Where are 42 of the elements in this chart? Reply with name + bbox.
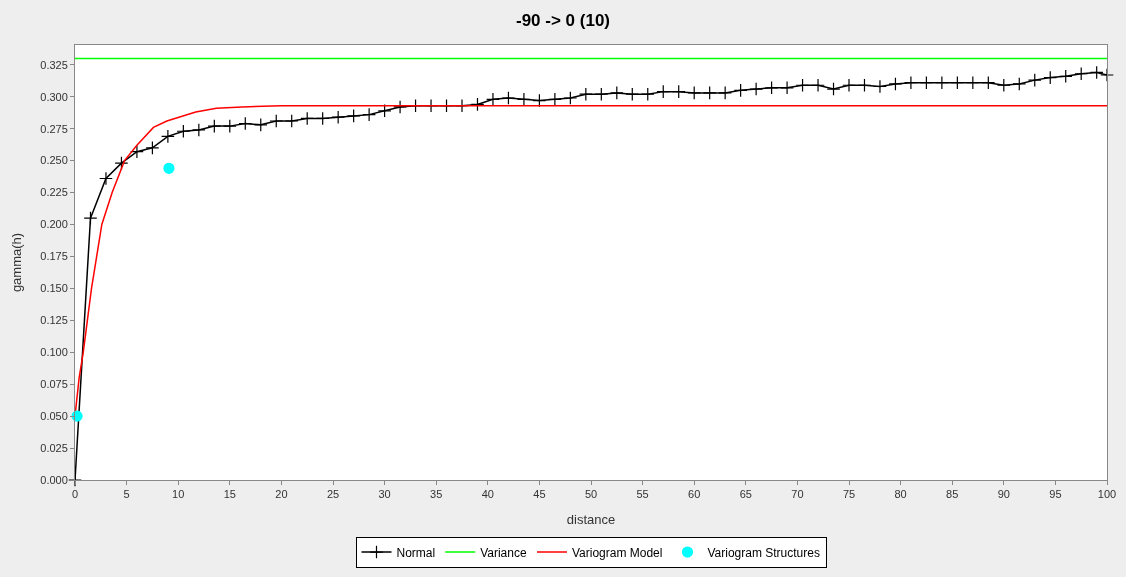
x-tick-label: 35: [430, 488, 443, 501]
x-tick-label: 100: [1097, 488, 1117, 501]
y-tick-label: 0.175: [40, 250, 68, 263]
y-tick-label: 0.050: [40, 409, 68, 422]
y-tick-label: 0.025: [40, 441, 68, 454]
x-tick-label: 70: [791, 488, 804, 501]
y-tick-label: 0.200: [40, 218, 68, 231]
y-axis-title: gamma(h): [9, 232, 25, 293]
y-tick-label: 0.150: [40, 282, 68, 295]
x-tick-label: 15: [223, 488, 236, 501]
x-tick-label: 30: [378, 488, 391, 501]
x-tick-label: 5: [123, 488, 130, 501]
legend-label: Variance: [480, 545, 527, 560]
x-tick-label: 45: [533, 488, 546, 501]
x-tick-label: 65: [739, 488, 752, 501]
legend-label: Variogram Model: [571, 545, 663, 560]
y-tick-label: 0.225: [40, 186, 68, 199]
y-tick-label: 0.125: [40, 314, 68, 327]
x-axis-title: distance: [566, 511, 616, 527]
y-tick-label: 0.075: [40, 378, 68, 391]
legend-label: Normal: [396, 545, 436, 560]
x-tick-label: 40: [481, 488, 494, 501]
x-tick-label: 50: [584, 488, 598, 501]
x-tick-label: 60: [688, 488, 701, 501]
y-tick-label: 0.300: [40, 90, 68, 103]
x-tick-label: 90: [997, 488, 1010, 501]
x-tick-label: 75: [842, 488, 856, 501]
x-tick-label: 25: [326, 488, 340, 501]
y-tick-label: 0.250: [40, 154, 68, 167]
x-tick-label: 95: [1049, 488, 1062, 501]
x-tick-label: 85: [946, 488, 959, 501]
y-tick-label: 0.275: [40, 122, 68, 135]
x-tick-label: 10: [172, 488, 185, 501]
x-tick-label: 20: [275, 488, 288, 501]
x-tick-label: 55: [636, 488, 649, 501]
y-tick-label: 0.100: [40, 346, 68, 359]
legend-label: Variogram Structures: [707, 545, 820, 560]
chart-title: -90 -> 0 (10): [515, 11, 611, 31]
y-tick-label: 0.000: [40, 473, 68, 486]
y-tick-label: 0.325: [40, 58, 68, 71]
x-tick-label: 0: [71, 488, 79, 501]
x-tick-label: 80: [894, 488, 907, 501]
